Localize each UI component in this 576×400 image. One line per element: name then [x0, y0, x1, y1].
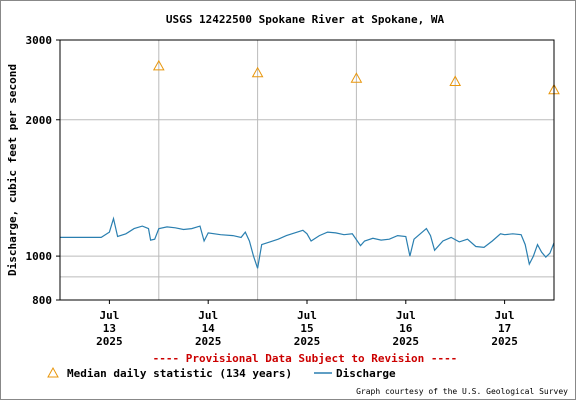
- y-tick-label: 800: [32, 294, 52, 307]
- x-tick-year: 2025: [294, 335, 321, 348]
- x-axis-ticks: Jul132025Jul142025Jul152025Jul162025Jul1…: [96, 300, 518, 348]
- x-tick-day: 16: [399, 322, 413, 335]
- data-series: [60, 59, 560, 269]
- provisional-notice: ---- Provisional Data Subject to Revisio…: [153, 352, 458, 365]
- x-tick-month: Jul: [297, 309, 317, 322]
- legend-median-label: Median daily statistic (134 years): [67, 367, 292, 380]
- y-tick-label: 3000: [26, 34, 53, 47]
- x-tick-month: Jul: [99, 309, 119, 322]
- x-tick-year: 2025: [491, 335, 518, 348]
- x-tick-day: 17: [498, 322, 511, 335]
- x-tick-month: Jul: [198, 309, 218, 322]
- x-tick-month: Jul: [495, 309, 515, 322]
- y-axis-label: Discharge, cubic feet per second: [6, 64, 19, 276]
- chart-title: USGS 12422500 Spokane River at Spokane, …: [166, 13, 445, 26]
- median-marker: [152, 59, 165, 71]
- y-axis-ticks: 800 1000 2000 3000: [26, 34, 60, 307]
- triangle-marker-icon: [47, 366, 59, 378]
- x-tick-day: 13: [103, 322, 116, 335]
- median-marker: [449, 75, 462, 86]
- legend-discharge-label: Discharge: [336, 367, 396, 380]
- median-marker: [251, 66, 264, 78]
- y-tick-label: 2000: [26, 114, 53, 127]
- x-tick-year: 2025: [393, 335, 420, 348]
- usgs-credit: Graph courtesy of the U.S. Geological Su…: [356, 387, 568, 396]
- x-tick-year: 2025: [195, 335, 222, 348]
- grid-lines: [60, 40, 554, 300]
- legend: Median daily statistic (134 years) Disch…: [47, 366, 396, 380]
- x-tick-year: 2025: [96, 335, 123, 348]
- x-tick-month: Jul: [396, 309, 416, 322]
- x-tick-day: 14: [202, 322, 216, 335]
- y-tick-label: 1000: [26, 250, 53, 263]
- median-marker: [350, 72, 363, 83]
- discharge-line: [60, 216, 555, 269]
- plot-area-border: [59, 39, 555, 301]
- x-tick-day: 15: [300, 322, 313, 335]
